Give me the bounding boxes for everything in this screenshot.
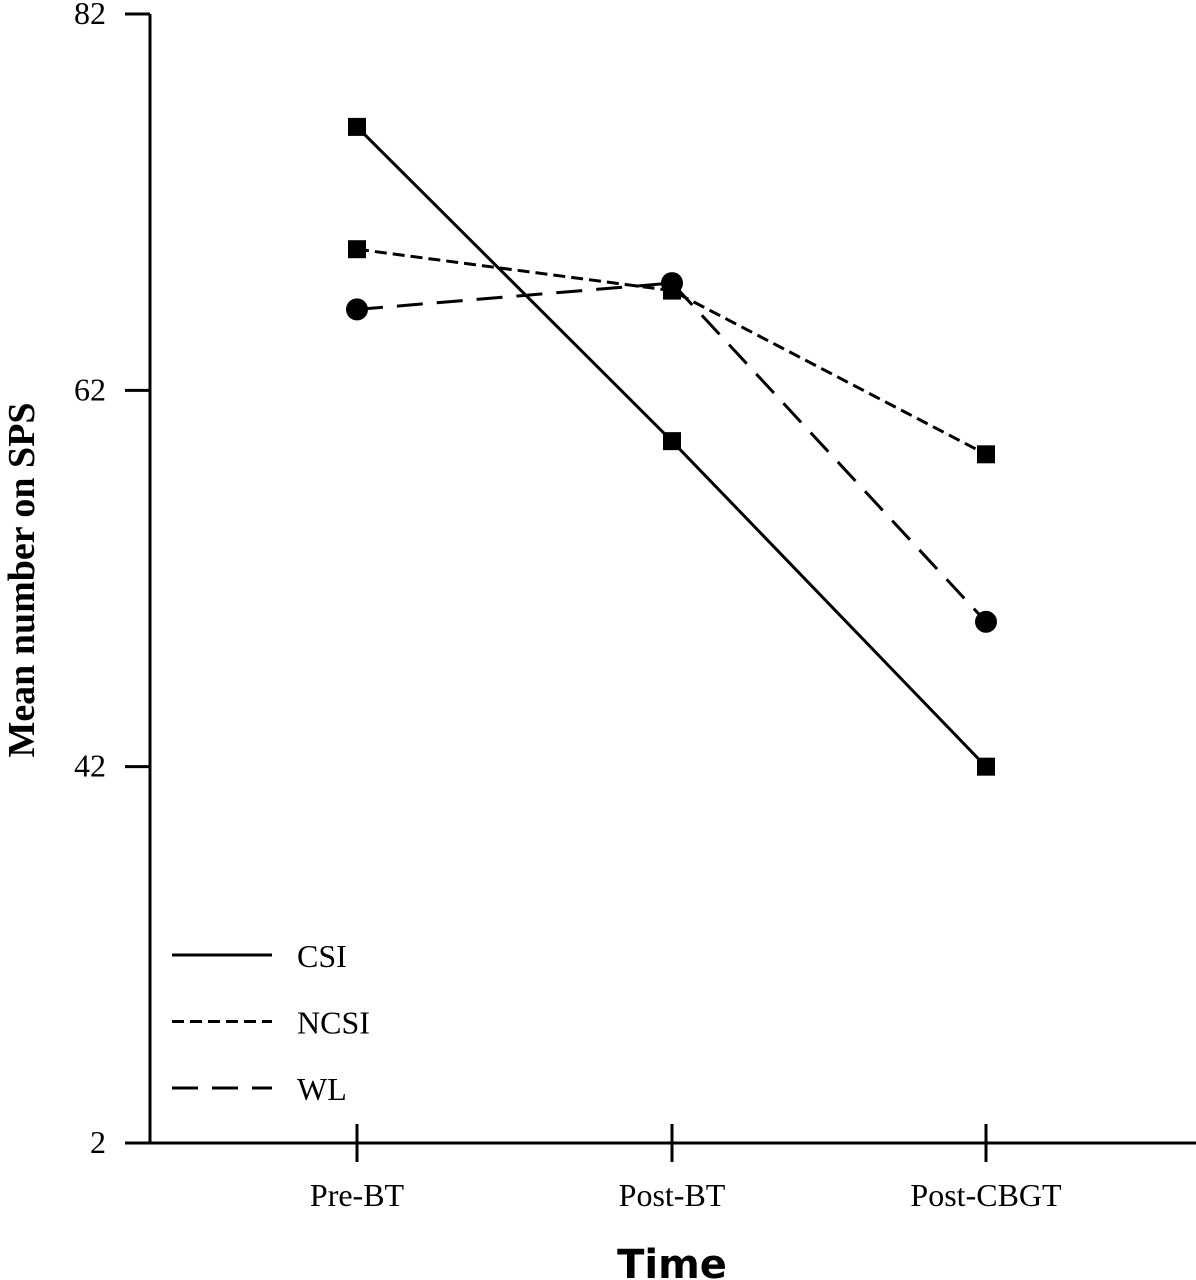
x-tick-label: Post-BT (619, 1177, 726, 1213)
data-point-wl (346, 298, 368, 321)
legend-label-wl: WL (297, 1071, 347, 1107)
series-line-wl (356, 281, 988, 623)
axes: 2 42 62 82 Pre-BT Post-BT Post-CBGT (74, 0, 1196, 1213)
legend-label-ncsi: NCSI (297, 1005, 370, 1041)
data-point-ncsi (348, 240, 366, 259)
data-point-ncsi (977, 445, 995, 464)
legend: CSI NCSI WL (172, 938, 370, 1107)
x-axis-label: Time (617, 1242, 727, 1280)
data-point-csi (348, 117, 366, 136)
x-tick-label: Pre-BT (310, 1177, 405, 1213)
data-point-csi (663, 432, 681, 451)
data-point-wl (661, 272, 683, 295)
y-tick-label: 62 (74, 371, 106, 407)
y-axis-label: Mean number on SPS (1, 402, 43, 757)
x-tick-label: Post-CBGT (910, 1177, 1062, 1213)
legend-label-csi: CSI (297, 938, 347, 974)
series-group (346, 117, 997, 776)
y-tick-label: 82 (74, 0, 106, 31)
data-point-csi (977, 757, 995, 776)
y-tick-label: 42 (74, 748, 106, 784)
y-tick-label: 2 (90, 1124, 106, 1160)
data-point-wl (975, 610, 997, 633)
